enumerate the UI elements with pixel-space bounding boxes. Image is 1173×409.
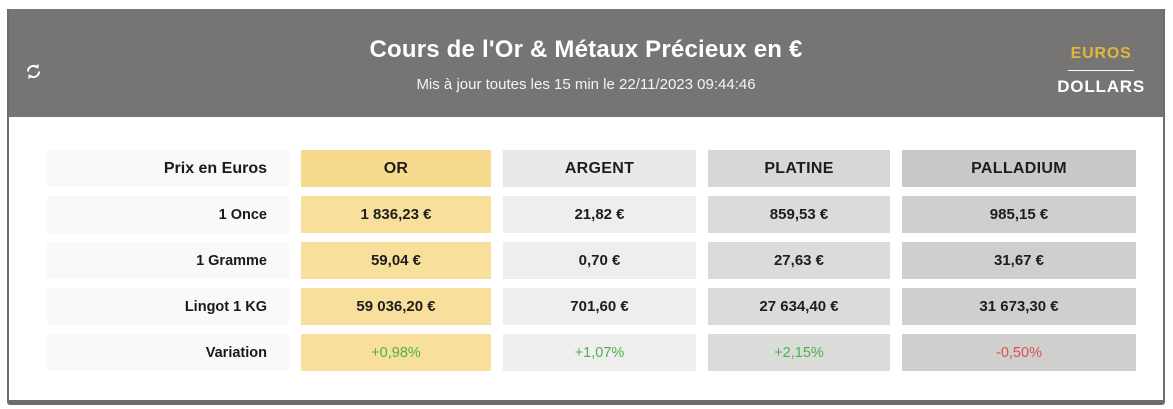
price-palladium-lingot: 31 673,30 € [902, 288, 1136, 325]
column-header-platine: PLATINE [708, 150, 890, 187]
widget-body: Prix en Euros OR ARGENT PLATINE PALLADIU… [9, 117, 1163, 400]
gold-price-widget: Cours de l'Or & Métaux Précieux en € Mis… [7, 9, 1165, 405]
last-updated-text: Mis à jour toutes les 15 min le 22/11/20… [416, 75, 756, 93]
price-or-once: 1 836,23 € [301, 196, 491, 233]
toggle-dollars[interactable]: DOLLARS [1057, 77, 1145, 96]
price-platine-lingot: 27 634,40 € [708, 288, 890, 325]
price-platine-once: 859,53 € [708, 196, 890, 233]
column-header-palladium: PALLADIUM [902, 150, 1136, 187]
page-title: Cours de l'Or & Métaux Précieux en € [369, 35, 803, 63]
table-corner-label: Prix en Euros [47, 150, 289, 187]
variation-platine: +2,15% [708, 334, 890, 371]
price-argent-lingot: 701,60 € [503, 288, 696, 325]
variation-or: +0,98% [301, 334, 491, 371]
price-palladium-once: 985,15 € [902, 196, 1136, 233]
toggle-separator [1068, 70, 1135, 71]
refresh-icon [24, 62, 43, 84]
row-label-gramme: 1 Gramme [47, 242, 289, 279]
price-argent-once: 21,82 € [503, 196, 696, 233]
price-table: Prix en Euros OR ARGENT PLATINE PALLADIU… [47, 150, 1163, 371]
refresh-button[interactable] [17, 59, 49, 87]
variation-argent: +1,07% [503, 334, 696, 371]
currency-toggle: EUROS DOLLARS [1057, 45, 1145, 97]
price-palladium-gramme: 31,67 € [902, 242, 1136, 279]
row-label-once: 1 Once [47, 196, 289, 233]
price-or-gramme: 59,04 € [301, 242, 491, 279]
row-label-variation: Variation [47, 334, 289, 371]
column-header-or: OR [301, 150, 491, 187]
toggle-euros[interactable]: EUROS [1070, 45, 1132, 62]
price-argent-gramme: 0,70 € [503, 242, 696, 279]
price-platine-gramme: 27,63 € [708, 242, 890, 279]
widget-header: Cours de l'Or & Métaux Précieux en € Mis… [9, 9, 1163, 117]
variation-palladium: -0,50% [902, 334, 1136, 371]
price-or-lingot: 59 036,20 € [301, 288, 491, 325]
column-header-argent: ARGENT [503, 150, 696, 187]
row-label-lingot: Lingot 1 KG [47, 288, 289, 325]
